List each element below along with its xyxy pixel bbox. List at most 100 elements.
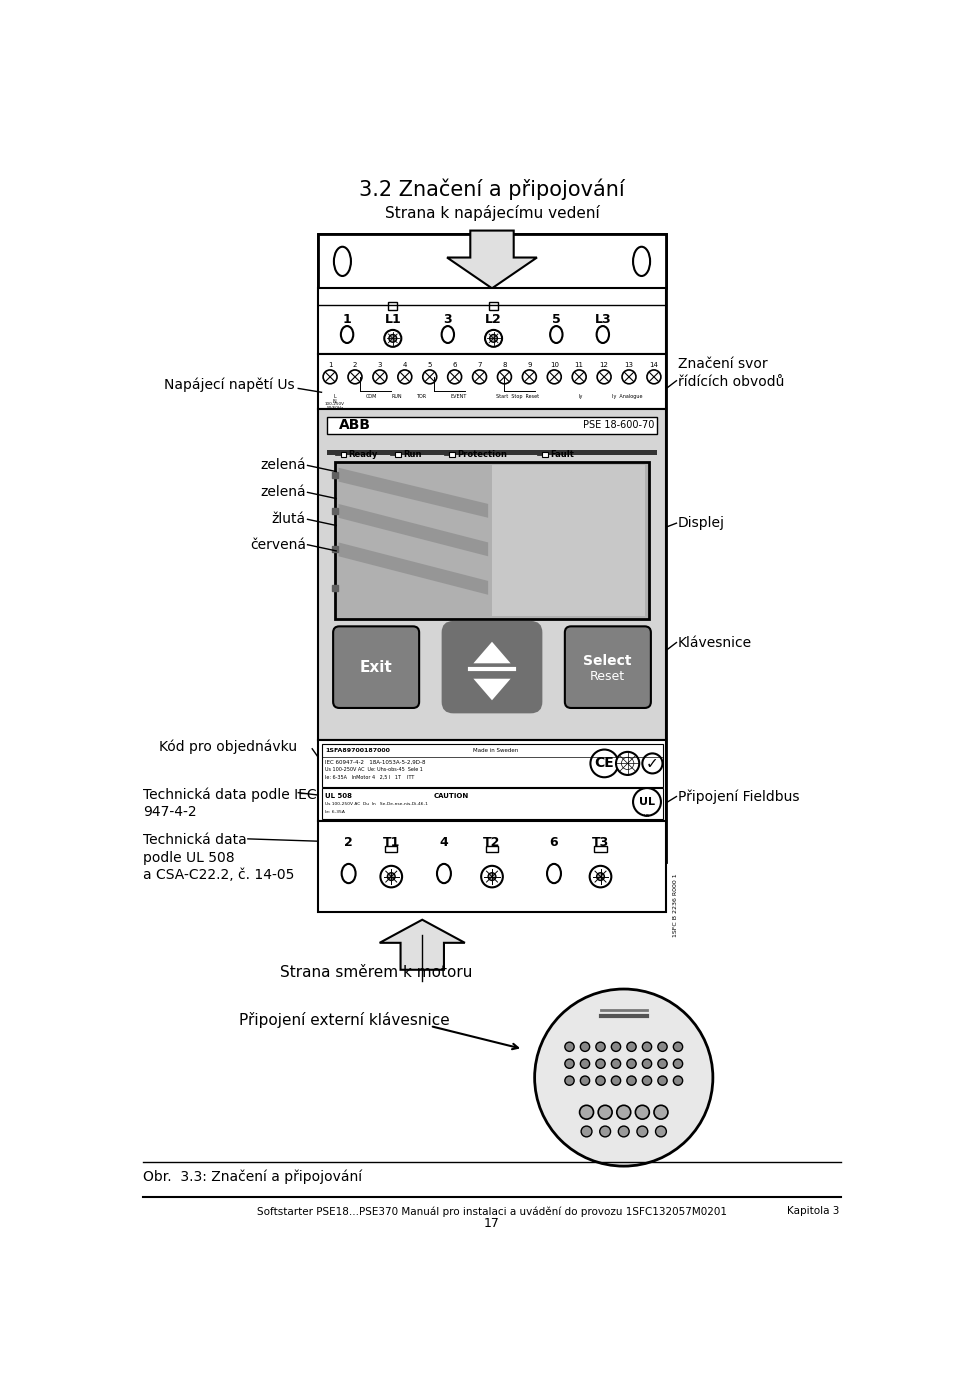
Circle shape <box>612 1042 621 1051</box>
Text: 4: 4 <box>440 837 448 849</box>
Bar <box>542 451 548 457</box>
Text: TOR: TOR <box>417 394 426 399</box>
Text: 2: 2 <box>345 837 353 849</box>
Circle shape <box>673 1042 683 1051</box>
Circle shape <box>642 1042 652 1051</box>
Bar <box>322 744 662 787</box>
Circle shape <box>597 370 612 384</box>
Circle shape <box>348 370 362 384</box>
Circle shape <box>580 1105 593 1119</box>
Bar <box>335 461 649 619</box>
Text: Iy  Analogue: Iy Analogue <box>612 394 643 399</box>
Text: 1: 1 <box>343 312 351 326</box>
Circle shape <box>472 370 487 384</box>
Text: Kapitola 3: Kapitola 3 <box>787 1207 839 1216</box>
Text: le: 6-35A   InMotor 4   2,5 I   1T    ITT: le: 6-35A InMotor 4 2,5 I 1T ITT <box>325 775 415 780</box>
Text: 1: 1 <box>327 362 332 367</box>
Bar <box>318 289 666 354</box>
Circle shape <box>616 1105 631 1119</box>
Circle shape <box>658 1076 667 1086</box>
Circle shape <box>564 1042 574 1051</box>
Circle shape <box>600 1126 611 1137</box>
Text: zelená: zelená <box>260 486 306 499</box>
Text: 4: 4 <box>402 362 407 367</box>
Circle shape <box>596 1042 605 1051</box>
Text: Fault: Fault <box>550 450 574 460</box>
Bar <box>327 450 657 454</box>
Bar <box>486 846 498 852</box>
Text: COM: COM <box>366 394 377 399</box>
Text: Obr.  3.3: Značení a připojování: Obr. 3.3: Značení a připojování <box>143 1170 362 1185</box>
Circle shape <box>481 866 503 888</box>
Bar <box>318 234 666 289</box>
Circle shape <box>642 754 662 773</box>
Ellipse shape <box>334 246 351 277</box>
Bar <box>449 451 455 457</box>
Text: 5: 5 <box>427 362 432 367</box>
Text: 7: 7 <box>477 362 482 367</box>
Ellipse shape <box>550 326 563 343</box>
Text: Start  Stop  Reset: Start Stop Reset <box>496 394 540 399</box>
Circle shape <box>397 370 412 384</box>
Circle shape <box>596 1076 605 1086</box>
Circle shape <box>622 370 636 384</box>
Bar <box>327 417 657 433</box>
Circle shape <box>564 1060 574 1068</box>
Bar <box>388 303 397 310</box>
Text: Strana k napájecímu vedení: Strana k napájecímu vedení <box>385 205 599 222</box>
Circle shape <box>490 334 497 343</box>
Text: 3: 3 <box>377 362 382 367</box>
Polygon shape <box>473 678 511 700</box>
Text: ✓: ✓ <box>646 755 659 771</box>
Ellipse shape <box>596 326 609 343</box>
Text: L
N: L N <box>333 394 337 405</box>
Text: RUN: RUN <box>392 394 402 399</box>
Polygon shape <box>339 542 488 594</box>
Circle shape <box>488 872 496 881</box>
Circle shape <box>658 1042 667 1051</box>
Text: 100-250V
50/60Hz: 100-250V 50/60Hz <box>324 402 345 410</box>
Text: 11: 11 <box>575 362 584 367</box>
Circle shape <box>590 750 618 777</box>
Text: Ie: 6-35A: Ie: 6-35A <box>325 809 346 813</box>
Text: Us 100-250V AC  Ue: Uhs-obs-45  Sele 1: Us 100-250V AC Ue: Uhs-obs-45 Sele 1 <box>325 768 423 772</box>
Text: CAUTION: CAUTION <box>434 793 469 798</box>
Text: Značení svor
řídících obvodů: Značení svor řídících obvodů <box>678 356 784 389</box>
Text: us: us <box>644 813 650 817</box>
Polygon shape <box>447 231 537 289</box>
Text: 1SFA89700187000: 1SFA89700187000 <box>325 749 391 753</box>
Ellipse shape <box>633 246 650 277</box>
Text: Us 100-250V AC  Du  In   Se-De-nse-nis-Di-46-1: Us 100-250V AC Du In Se-De-nse-nis-Di-46… <box>325 802 428 806</box>
Circle shape <box>656 1126 666 1137</box>
Polygon shape <box>339 468 488 517</box>
Circle shape <box>642 1060 652 1068</box>
Text: Strana směrem k motoru: Strana směrem k motoru <box>279 965 472 980</box>
Text: Ready: Ready <box>348 450 378 460</box>
Text: 14: 14 <box>650 362 659 367</box>
Polygon shape <box>339 504 488 556</box>
Bar <box>385 846 397 852</box>
Text: Made in Sweden: Made in Sweden <box>472 749 517 753</box>
Circle shape <box>636 1105 649 1119</box>
Text: 9: 9 <box>527 362 532 367</box>
Text: 6: 6 <box>452 362 457 367</box>
Polygon shape <box>473 641 511 663</box>
Text: Reset: Reset <box>589 670 625 682</box>
Circle shape <box>564 1076 574 1086</box>
Text: zelená: zelená <box>260 458 306 472</box>
Circle shape <box>572 370 587 384</box>
Text: Kód pro objednávku: Kód pro objednávku <box>158 739 297 754</box>
Text: Technická data
podle UL 508
a CSA-C22.2, č. 14-05: Technická data podle UL 508 a CSA-C22.2,… <box>143 834 295 882</box>
FancyBboxPatch shape <box>442 621 542 713</box>
Circle shape <box>618 1126 629 1137</box>
Bar <box>492 465 645 615</box>
Circle shape <box>581 1076 589 1086</box>
Bar <box>341 451 347 457</box>
Circle shape <box>485 330 502 347</box>
Text: 2: 2 <box>353 362 357 367</box>
Circle shape <box>627 1042 636 1051</box>
Circle shape <box>598 1105 612 1119</box>
FancyBboxPatch shape <box>318 234 666 861</box>
Text: Displej: Displej <box>678 516 725 530</box>
Text: ABB: ABB <box>339 418 372 432</box>
